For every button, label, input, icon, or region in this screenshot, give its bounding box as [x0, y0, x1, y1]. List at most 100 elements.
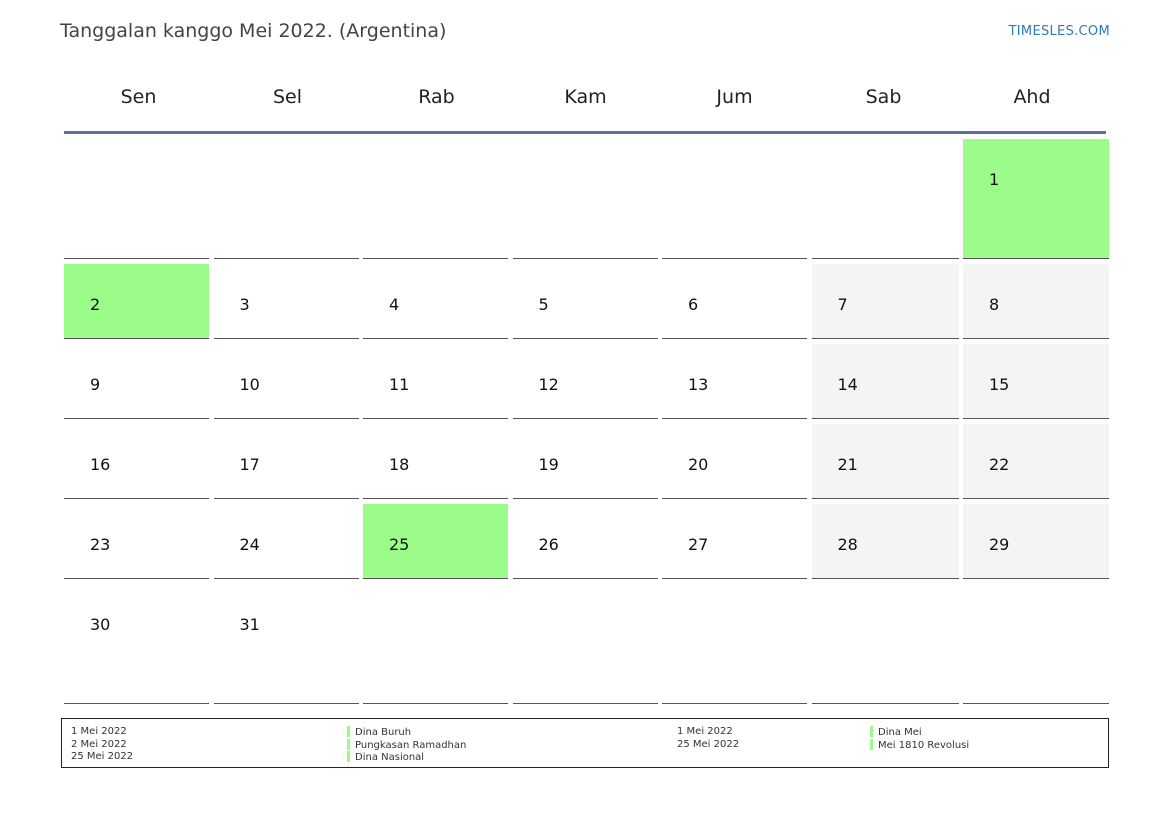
- day-cell: 5: [512, 259, 658, 339]
- weekday-label: Sen: [120, 86, 157, 108]
- weekend-day-cell: 15: [963, 344, 1109, 419]
- day-number: 19: [538, 455, 559, 474]
- day-number: 3: [239, 295, 250, 314]
- holiday-legend: 1 Mei 2022 2 Mei 2022 25 Mei 2022 Dina B…: [61, 718, 1109, 768]
- day-number: 28: [837, 535, 858, 554]
- weekday-label: Ahd: [1013, 86, 1051, 108]
- day-cell: 11: [363, 339, 508, 419]
- day-cell: 16: [64, 419, 209, 499]
- day-cell: 9: [64, 339, 209, 419]
- weekend-day-cell: 14: [811, 344, 959, 419]
- weekday-label: Jum: [716, 86, 753, 108]
- empty-day-cell: [963, 579, 1109, 704]
- empty-day-cell: [363, 134, 508, 259]
- holiday-color-swatch: [870, 738, 873, 750]
- day-number: 8: [989, 295, 1000, 314]
- legend-observance-names: Dina Mei Mei 1810 Revolusi: [870, 726, 969, 751]
- day-number: 31: [239, 615, 260, 634]
- legend-name: Dina Mei: [878, 727, 922, 738]
- empty-day-cell: [811, 579, 959, 704]
- day-number: 22: [989, 455, 1010, 474]
- holiday-color-swatch: [347, 751, 350, 762]
- legend-date: 25 Mei 2022: [677, 738, 740, 750]
- day-cell: 3: [213, 259, 359, 339]
- day-number: 27: [688, 535, 709, 554]
- day-number: 13: [688, 375, 709, 394]
- day-number: 29: [989, 535, 1010, 554]
- day-number: 16: [90, 455, 111, 474]
- header-divider: [64, 131, 1106, 134]
- day-number: 25: [389, 535, 410, 554]
- day-number: 15: [989, 375, 1010, 394]
- day-cell: 31: [213, 579, 359, 704]
- day-number: 1: [989, 170, 1000, 189]
- holiday-color-swatch: [870, 726, 873, 737]
- legend-name: Mei 1810 Revolusi: [878, 739, 970, 751]
- day-cell: 6: [662, 259, 807, 339]
- day-number: 21: [837, 455, 858, 474]
- day-number: 2: [90, 295, 101, 314]
- empty-day-cell: [662, 134, 807, 259]
- day-number: 11: [389, 375, 410, 394]
- day-cell: 18: [363, 419, 508, 499]
- legend-date: 25 Mei 2022: [71, 751, 134, 762]
- day-cell: 27: [662, 499, 807, 579]
- holiday-day-cell: 1: [963, 139, 1109, 259]
- day-number: 4: [389, 295, 400, 314]
- legend-name: Dina Buruh: [355, 727, 412, 738]
- legend-date: 2 Mei 2022: [71, 738, 127, 750]
- day-cell: 19: [512, 419, 658, 499]
- day-cell: 13: [662, 339, 807, 419]
- weekend-day-cell: 8: [963, 264, 1109, 339]
- legend-observance-dates: 1 Mei 2022 25 Mei 2022: [677, 726, 739, 751]
- day-number: 17: [239, 455, 260, 474]
- day-cell: 26: [512, 499, 658, 579]
- page-title: Tanggalan kanggo Mei 2022. (Argentina): [60, 20, 447, 42]
- brand-link[interactable]: TIMESLES.COM: [1008, 24, 1110, 39]
- legend-entry: Dina Buruh: [347, 726, 466, 739]
- day-number: 7: [837, 295, 848, 314]
- day-number: 12: [538, 375, 559, 394]
- calendar-grid: 1 2 3 4 5 6 7 8 9 10 11 12 13 14 15 16 17 18 19 20 21 22 23 24 2…: [64, 134, 1109, 704]
- legend-date: 1 Mei 2022: [71, 726, 127, 737]
- day-number: 26: [538, 535, 559, 554]
- legend-holiday-names: Dina Buruh Pungkasan Ramadhan Dina Nasio…: [347, 726, 466, 764]
- legend-entry: Dina Mei: [870, 726, 969, 739]
- day-cell: 20: [662, 419, 807, 499]
- weekday-label: Rab: [418, 86, 455, 108]
- day-cell: 30: [64, 579, 209, 704]
- empty-day-cell: [811, 134, 959, 259]
- day-cell: 4: [363, 259, 508, 339]
- holiday-color-swatch: [347, 726, 350, 737]
- legend-name: Pungkasan Ramadhan: [355, 739, 467, 751]
- day-cell: 10: [213, 339, 359, 419]
- weekday-header: Sen Sel Rab Kam Jum Sab Ahd: [64, 86, 1106, 112]
- day-cell: 12: [512, 339, 658, 419]
- holiday-day-cell: 2: [64, 264, 209, 339]
- legend-date: 1 Mei 2022: [677, 726, 733, 737]
- holiday-day-cell: 25: [363, 504, 508, 579]
- empty-day-cell: [512, 134, 658, 259]
- day-number: 30: [90, 615, 111, 634]
- day-number: 5: [538, 295, 549, 314]
- day-cell: 24: [213, 499, 359, 579]
- day-cell: 23: [64, 499, 209, 579]
- weekday-label: Sab: [865, 86, 902, 108]
- weekend-day-cell: 21: [811, 424, 959, 499]
- weekend-day-cell: 28: [811, 504, 959, 579]
- empty-day-cell: [64, 134, 209, 259]
- day-number: 14: [837, 375, 858, 394]
- weekend-day-cell: 29: [963, 504, 1109, 579]
- legend-entry: Mei 1810 Revolusi: [870, 738, 970, 752]
- empty-day-cell: [213, 134, 359, 259]
- weekend-day-cell: 7: [811, 264, 959, 339]
- legend-entry: Dina Nasional: [347, 751, 466, 764]
- day-cell: 17: [213, 419, 359, 499]
- legend-name: Dina Nasional: [355, 752, 425, 763]
- weekday-label: Sel: [272, 86, 303, 108]
- day-number: 6: [688, 295, 699, 314]
- day-number: 10: [239, 375, 260, 394]
- empty-day-cell: [662, 579, 807, 704]
- day-number: 23: [90, 535, 111, 554]
- holiday-color-swatch: [347, 738, 350, 750]
